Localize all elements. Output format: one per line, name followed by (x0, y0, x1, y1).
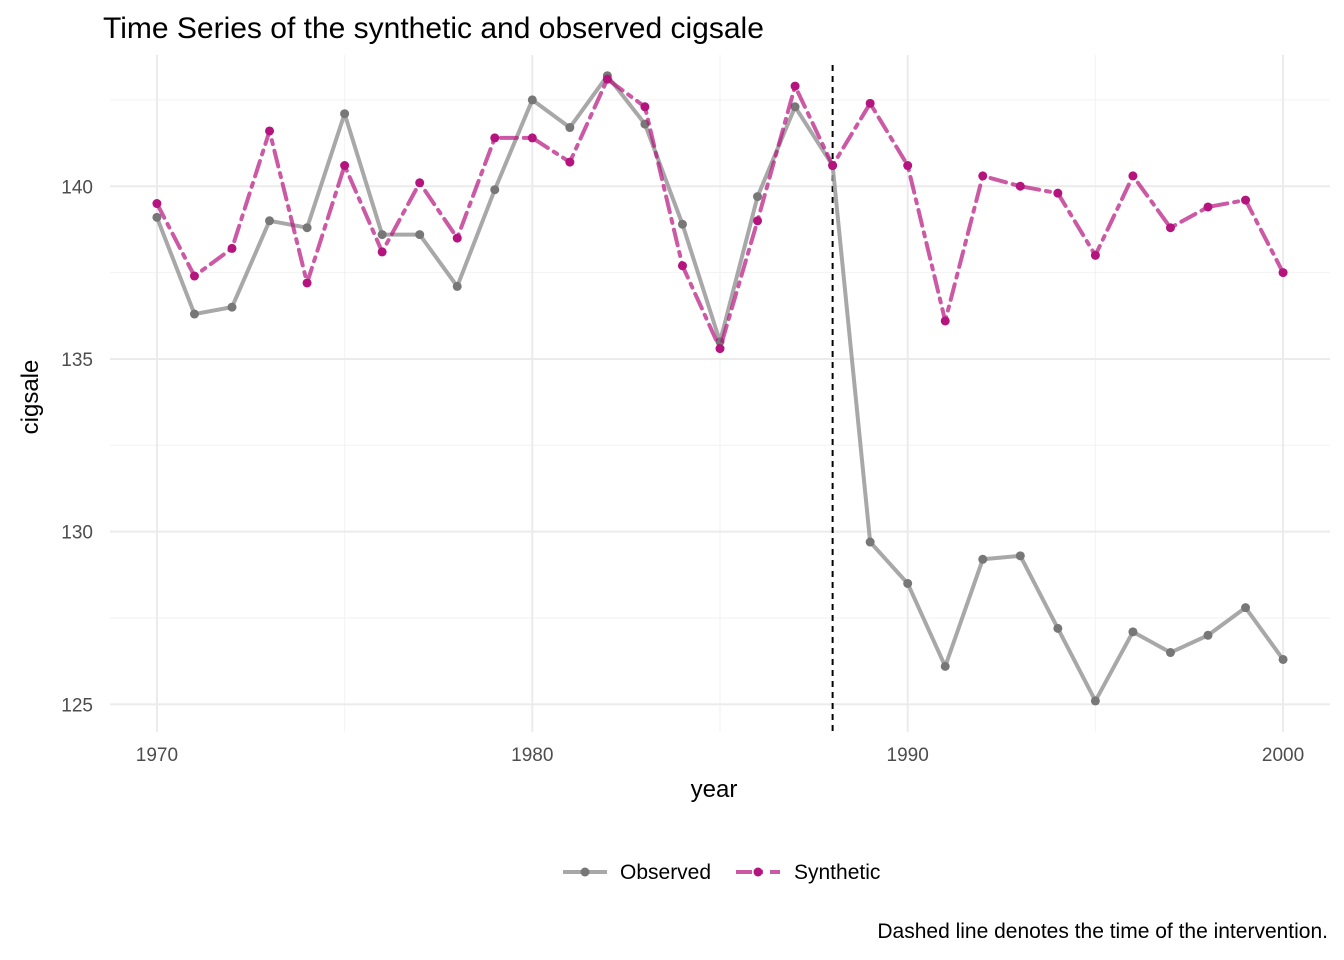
synthetic-point (940, 316, 950, 326)
synthetic-point (377, 247, 387, 257)
synthetic-point (790, 81, 800, 91)
x-tick-label: 1990 (887, 745, 929, 766)
observed-point (865, 537, 875, 547)
observed-point (565, 123, 575, 133)
observed-point (1090, 696, 1100, 706)
synthetic-point (828, 161, 838, 171)
observed-point (1015, 551, 1025, 561)
x-tick-label: 2000 (1262, 745, 1304, 766)
legend-key-point-synthetic (753, 867, 763, 877)
x-tick-label: 1980 (511, 745, 553, 766)
synthetic-point (302, 278, 312, 288)
observed-point (753, 192, 763, 202)
observed-point (490, 185, 500, 195)
synthetic-point (715, 344, 725, 354)
legend-key-point-observed (580, 867, 590, 877)
observed-point (1128, 627, 1138, 637)
observed-point (340, 109, 350, 119)
observed-point (790, 102, 800, 112)
y-tick-labels: 125 130 135 140 (61, 177, 93, 716)
synthetic-point (1090, 250, 1100, 260)
synthetic-point (1053, 188, 1063, 198)
synthetic-point (452, 233, 462, 243)
x-axis-title: year (691, 776, 738, 803)
series-lines (152, 71, 1288, 706)
synthetic-point (1203, 202, 1213, 212)
observed-point (1278, 654, 1288, 664)
observed-point (527, 95, 537, 105)
observed-point (302, 223, 312, 233)
synthetic-point (753, 216, 763, 226)
legend-label-synthetic: Synthetic (794, 861, 880, 884)
observed-point (265, 216, 275, 226)
synthetic-point (1241, 195, 1251, 205)
legend: Observed Synthetic (563, 861, 880, 884)
observed-point (227, 302, 237, 312)
y-tick-label: 135 (61, 350, 93, 371)
observed-point (415, 230, 425, 240)
synthetic-point (1278, 268, 1288, 278)
synthetic-point (527, 133, 537, 143)
observed-point (1241, 603, 1251, 613)
observed-point (1203, 630, 1213, 640)
synthetic-point (1128, 171, 1138, 181)
synthetic-point (415, 178, 425, 188)
synthetic-point (265, 126, 275, 136)
observed-point (152, 212, 162, 222)
y-tick-label: 130 (61, 523, 93, 544)
synthetic-point (565, 157, 575, 167)
synthetic-point (602, 74, 612, 84)
chart-caption: Dashed line denotes the time of the inte… (877, 920, 1328, 943)
observed-point (452, 281, 462, 291)
synthetic-point (152, 199, 162, 209)
observed-point (903, 578, 913, 588)
synthetic-point (978, 171, 988, 181)
synthetic-point (189, 271, 199, 281)
observed-point (978, 554, 988, 564)
legend-label-observed: Observed (620, 861, 711, 884)
synthetic-point (865, 98, 875, 108)
synthetic-point (677, 261, 687, 271)
x-tick-label: 1970 (136, 745, 178, 766)
synthetic-point (340, 161, 350, 171)
synthetic-point (903, 161, 913, 171)
synthetic-point (1015, 181, 1025, 191)
observed-point (940, 661, 950, 671)
observed-point (377, 230, 387, 240)
chart-title: Time Series of the synthetic and observe… (103, 12, 764, 45)
observed-point (1165, 648, 1175, 658)
observed-point (1053, 623, 1063, 633)
observed-point (677, 219, 687, 229)
synthetic-point (1165, 223, 1175, 233)
y-tick-label: 140 (61, 177, 93, 198)
synthetic-point (227, 243, 237, 253)
synthetic-point (490, 133, 500, 143)
y-tick-label: 125 (61, 695, 93, 716)
observed-point (189, 309, 199, 319)
grid-lines (110, 55, 1330, 732)
x-tick-labels: 1970 1980 1990 2000 (136, 745, 1304, 766)
synthetic-point (640, 102, 650, 112)
y-axis-title: cigsale (17, 360, 44, 435)
